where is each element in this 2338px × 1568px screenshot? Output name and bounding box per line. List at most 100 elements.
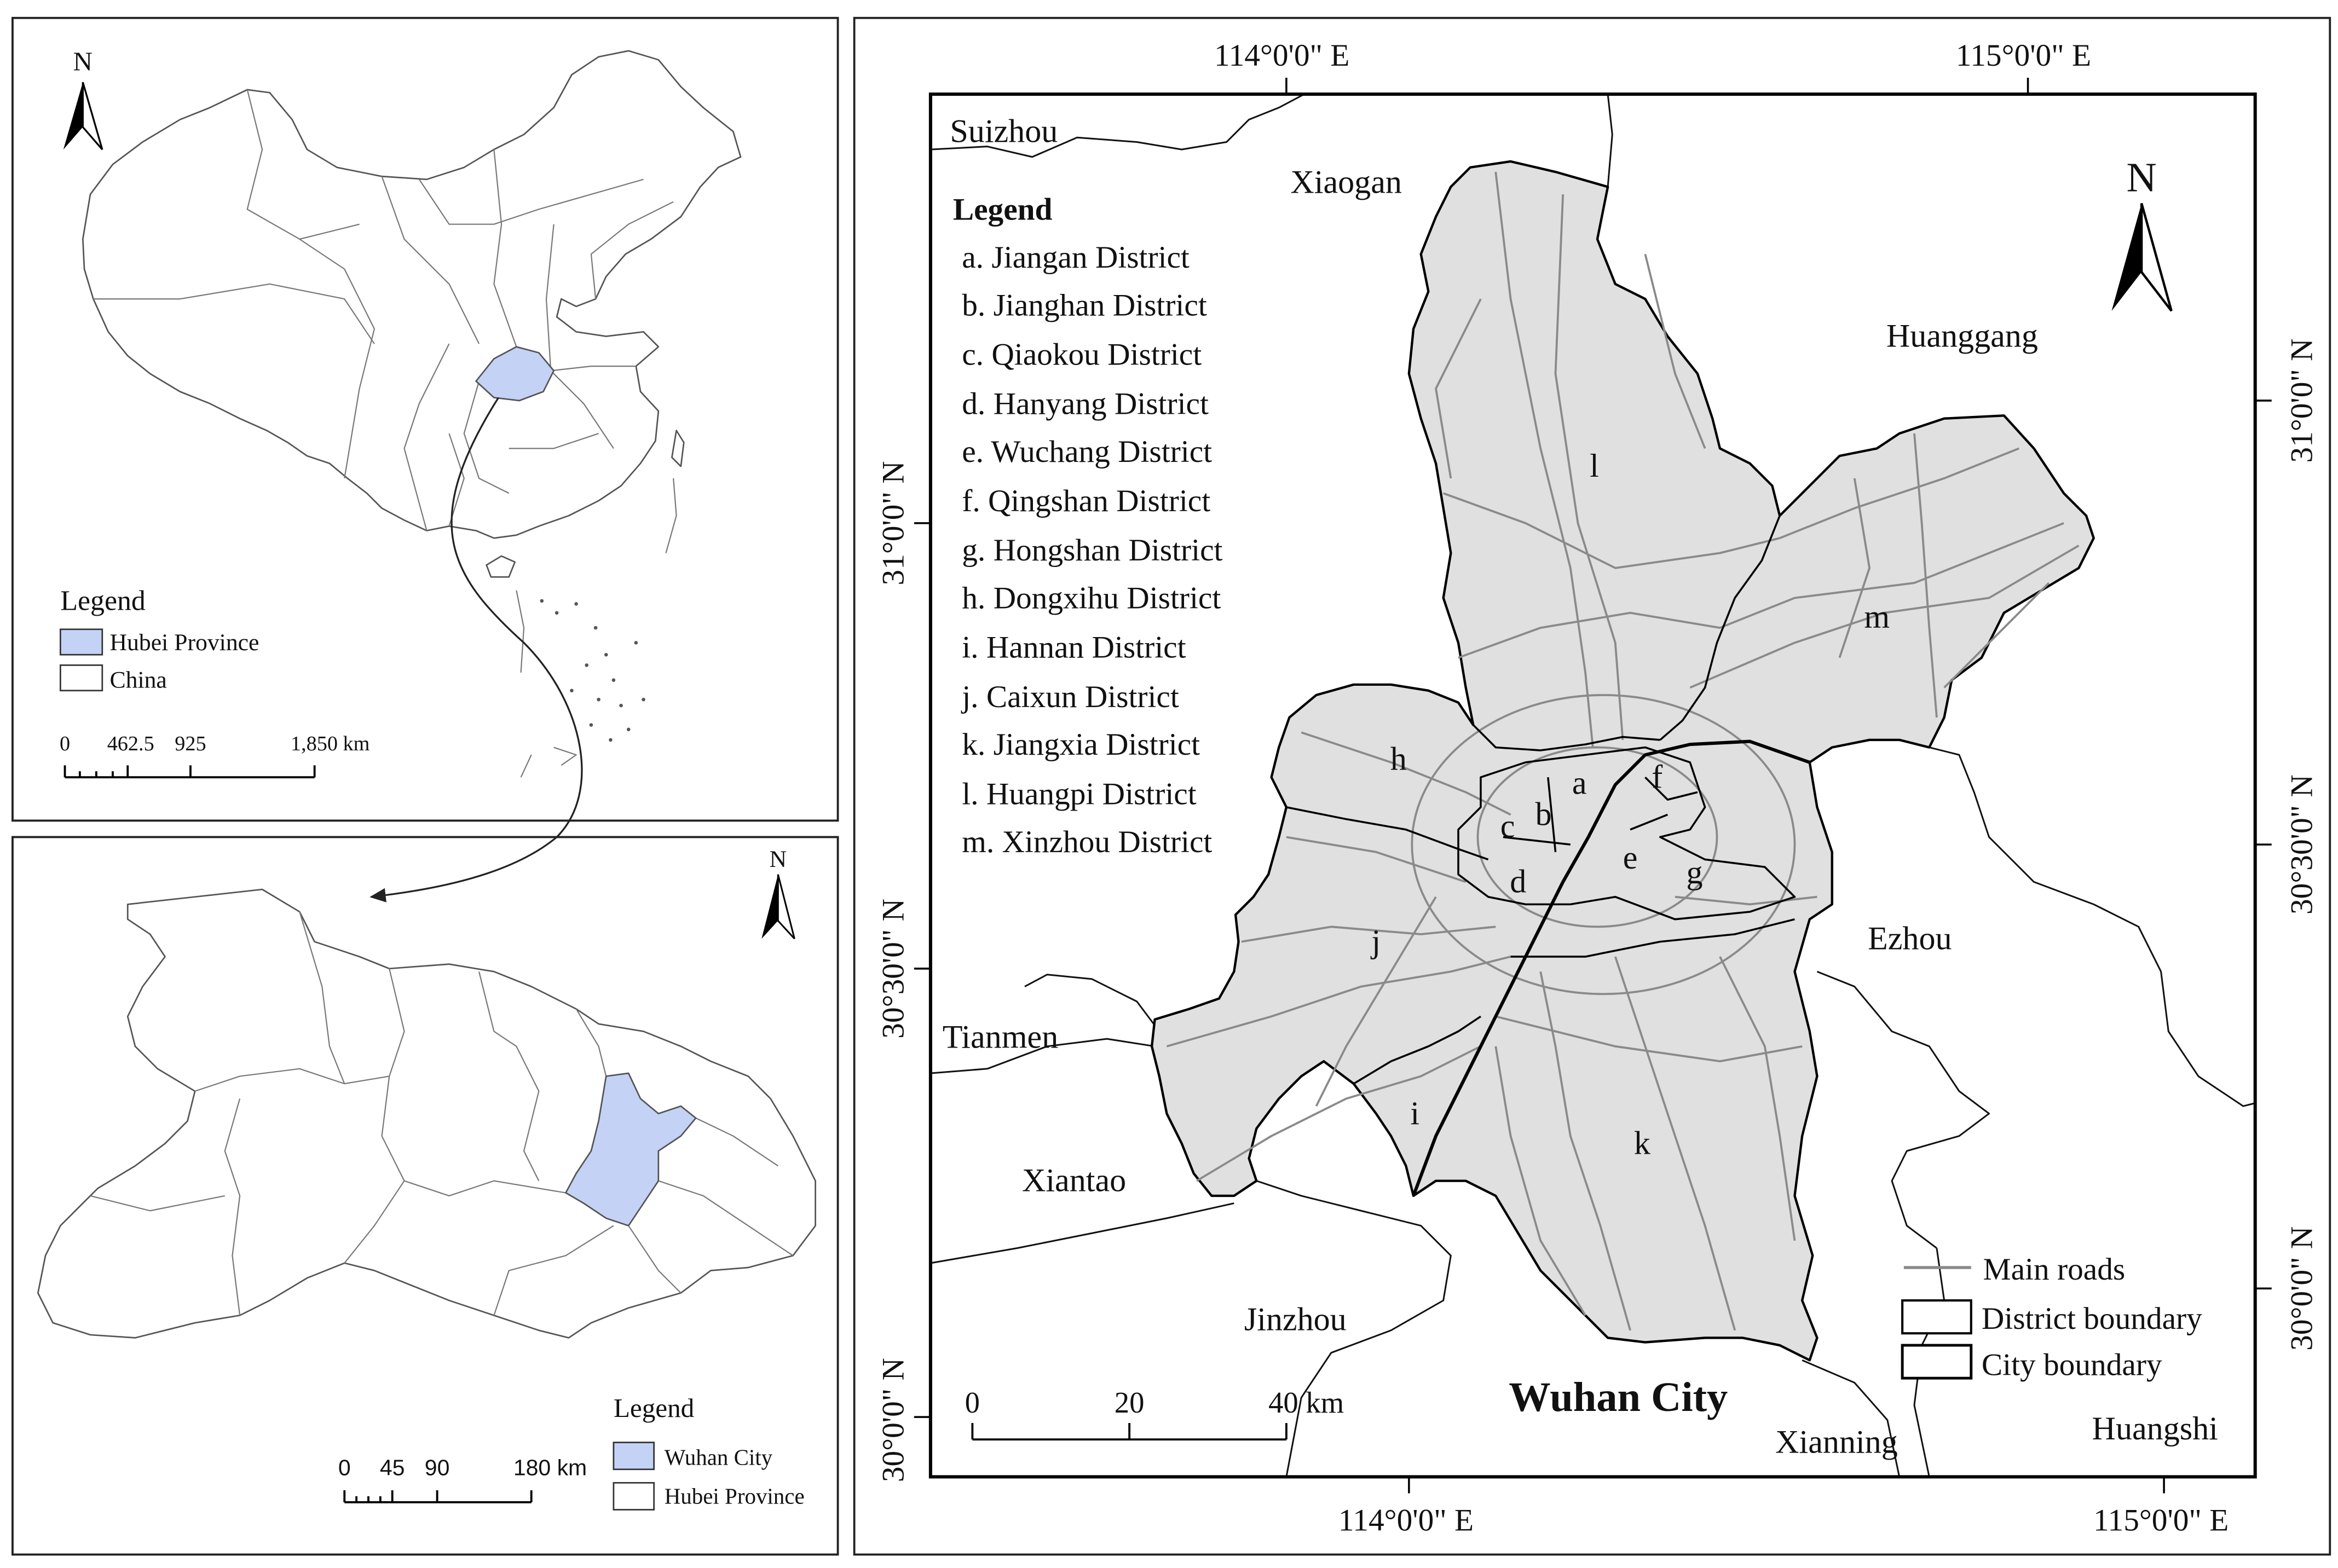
legend-label-china: China <box>109 667 166 693</box>
china-outline <box>82 50 742 539</box>
symbol-legend: Main roads District boundary City bounda… <box>1901 1252 2202 1382</box>
taiwan-island <box>671 430 685 467</box>
legend-item: b. Jianghan District <box>962 288 1207 322</box>
scale-label: 0 <box>60 732 70 755</box>
city-label-xianning: Xianning <box>1775 1424 1898 1460</box>
legend-item: j. Caixun District <box>961 680 1179 714</box>
latitude-label-right: 31°0'0" N <box>2284 338 2319 462</box>
wuhan-map-frame <box>928 92 2257 1479</box>
china-overview-panel: N Legend Hubei Province China 0 462.5 92… <box>11 16 839 902</box>
longitude-label-top: 114°0'0" E <box>1214 38 1349 73</box>
legend-swatch-hubei <box>613 1482 655 1511</box>
scale-label: 45 <box>380 1455 405 1480</box>
district-letter-d: d <box>1510 863 1526 900</box>
legend-item: a. Jiangan District <box>962 240 1190 275</box>
district-letter-h: h <box>1390 740 1407 777</box>
hubei-overview-panel: N Legend Wuhan City Hubei Province 0 45 … <box>11 836 839 1556</box>
district-letter-g: g <box>1686 854 1702 890</box>
legend-label-city: City boundary <box>1982 1348 2162 1382</box>
main-roads <box>1166 171 2080 1331</box>
north-label: N <box>73 46 93 76</box>
longitude-label-top: 115°0'0" E <box>1956 38 2091 73</box>
china-north-arrow: N <box>63 46 103 151</box>
district-letter-i: i <box>1410 1095 1419 1131</box>
legend-item: i. Hannan District <box>962 630 1186 665</box>
hubei-outline <box>37 888 816 1339</box>
china-province-boundaries <box>93 89 674 531</box>
legend-district-swatch <box>1901 1299 1972 1335</box>
city-label-ezhou: Ezhou <box>1868 919 1952 956</box>
legend-item: e. Wuchang District <box>962 435 1212 469</box>
district-letter-f: f <box>1652 758 1662 795</box>
scale-label: 90 <box>425 1455 450 1480</box>
district-letter-j: j <box>1370 923 1381 959</box>
china-scale-bar: 0 462.5 925 1,850 km <box>60 732 370 779</box>
graticule-ticks <box>914 78 2272 1494</box>
scale-label: 0 <box>965 1386 980 1419</box>
district-letter-k: k <box>1634 1124 1651 1161</box>
legend-label-hubei: Hubei Province <box>665 1484 805 1509</box>
district-letter-l: l <box>1590 447 1599 484</box>
neighbor-city-labels: Suizhou Xiaogan Huanggang Ezhou Tianmen … <box>943 112 2218 1460</box>
scale-label: 180 km <box>513 1455 587 1480</box>
hubei-prefecture-boundaries <box>90 911 794 1316</box>
legend-swatch-china <box>59 664 103 692</box>
hubei-panel-frame <box>11 836 839 1556</box>
legend-label-district: District boundary <box>1982 1301 2202 1336</box>
hubei-wuhan-highlight <box>564 1072 697 1227</box>
legend-label-hubei: Hubei Province <box>109 629 259 656</box>
hubei-legend: Legend Wuhan City Hubei Province <box>613 1393 805 1511</box>
district-letter-e: e <box>1623 839 1638 876</box>
city-label-huangshi: Huangshi <box>2092 1410 2218 1447</box>
legend-item: l. Huangpi District <box>962 777 1196 811</box>
longitude-label-bottom: 115°0'0" E <box>2093 1503 2229 1538</box>
north-arrow-icon <box>63 82 83 150</box>
scale-label: 40 km <box>1268 1386 1344 1419</box>
legend-item: g. Hongshan District <box>962 533 1222 568</box>
north-arrow-icon <box>2111 203 2142 311</box>
city-label-jinzhou: Jinzhou <box>1244 1301 1347 1338</box>
wuhan-north-arrow: N <box>2111 154 2173 312</box>
legend-item: f. Qingshan District <box>962 484 1210 518</box>
connector-arrow <box>370 397 583 902</box>
latitude-label-left: 31°0'0" N <box>876 461 911 585</box>
scale-label: 20 <box>1115 1386 1145 1419</box>
scale-label: 925 <box>175 732 206 755</box>
china-panel-frame <box>11 16 839 822</box>
legend-item: d. Hanyang District <box>962 387 1209 421</box>
hainan-island <box>486 555 516 578</box>
china-legend: Legend Hubei Province China <box>59 585 259 693</box>
legend-label-roads: Main roads <box>1983 1252 2126 1287</box>
district-legend: Legend a. Jiangan District b. Jianghan D… <box>953 192 1223 859</box>
legend-title: Legend <box>953 192 1053 227</box>
legend-title: Legend <box>60 585 146 616</box>
district-letter-b: b <box>1535 796 1552 832</box>
wuhan-city-boundary <box>1150 160 2095 1362</box>
longitude-labels: 114°0'0" E 115°0'0" E 114°0'0" E 115°0'0… <box>1214 38 2229 1538</box>
latitude-label-right: 30°30'0" N <box>2284 774 2319 915</box>
map-title: Wuhan City <box>1509 1374 1728 1420</box>
wuhan-scale-bar: 0 20 40 km <box>965 1386 1344 1441</box>
district-letter-c: c <box>1500 807 1515 844</box>
district-letter-m: m <box>1864 598 1890 635</box>
latitude-label-left: 30°30'0" N <box>876 899 911 1039</box>
legend-item: h. Dongxihu District <box>962 581 1221 616</box>
hubei-scale-bar: 0 45 90 180 km <box>338 1455 587 1503</box>
legend-swatch-wuhan <box>613 1442 655 1471</box>
city-label-huanggang: Huanggang <box>1886 317 2038 354</box>
city-label-xiantao: Xiantao <box>1022 1162 1126 1199</box>
legend-item: k. Jiangxia District <box>962 727 1200 762</box>
legend-city-swatch <box>1901 1344 1973 1380</box>
china-map <box>82 50 742 778</box>
hubei-north-arrow: N <box>761 846 795 940</box>
legend-item: c. Qiaokou District <box>962 337 1202 372</box>
city-label-xiaogan: Xiaogan <box>1290 163 1402 200</box>
north-arrow-icon <box>761 874 778 939</box>
legend-label-wuhan: Wuhan City <box>665 1445 773 1470</box>
legend-swatch-hubei <box>59 628 103 656</box>
legend-title: Legend <box>614 1393 694 1423</box>
north-label: N <box>770 846 787 872</box>
latitude-label-right: 30°0'0" N <box>2284 1226 2319 1351</box>
district-letter-a: a <box>1572 764 1587 801</box>
